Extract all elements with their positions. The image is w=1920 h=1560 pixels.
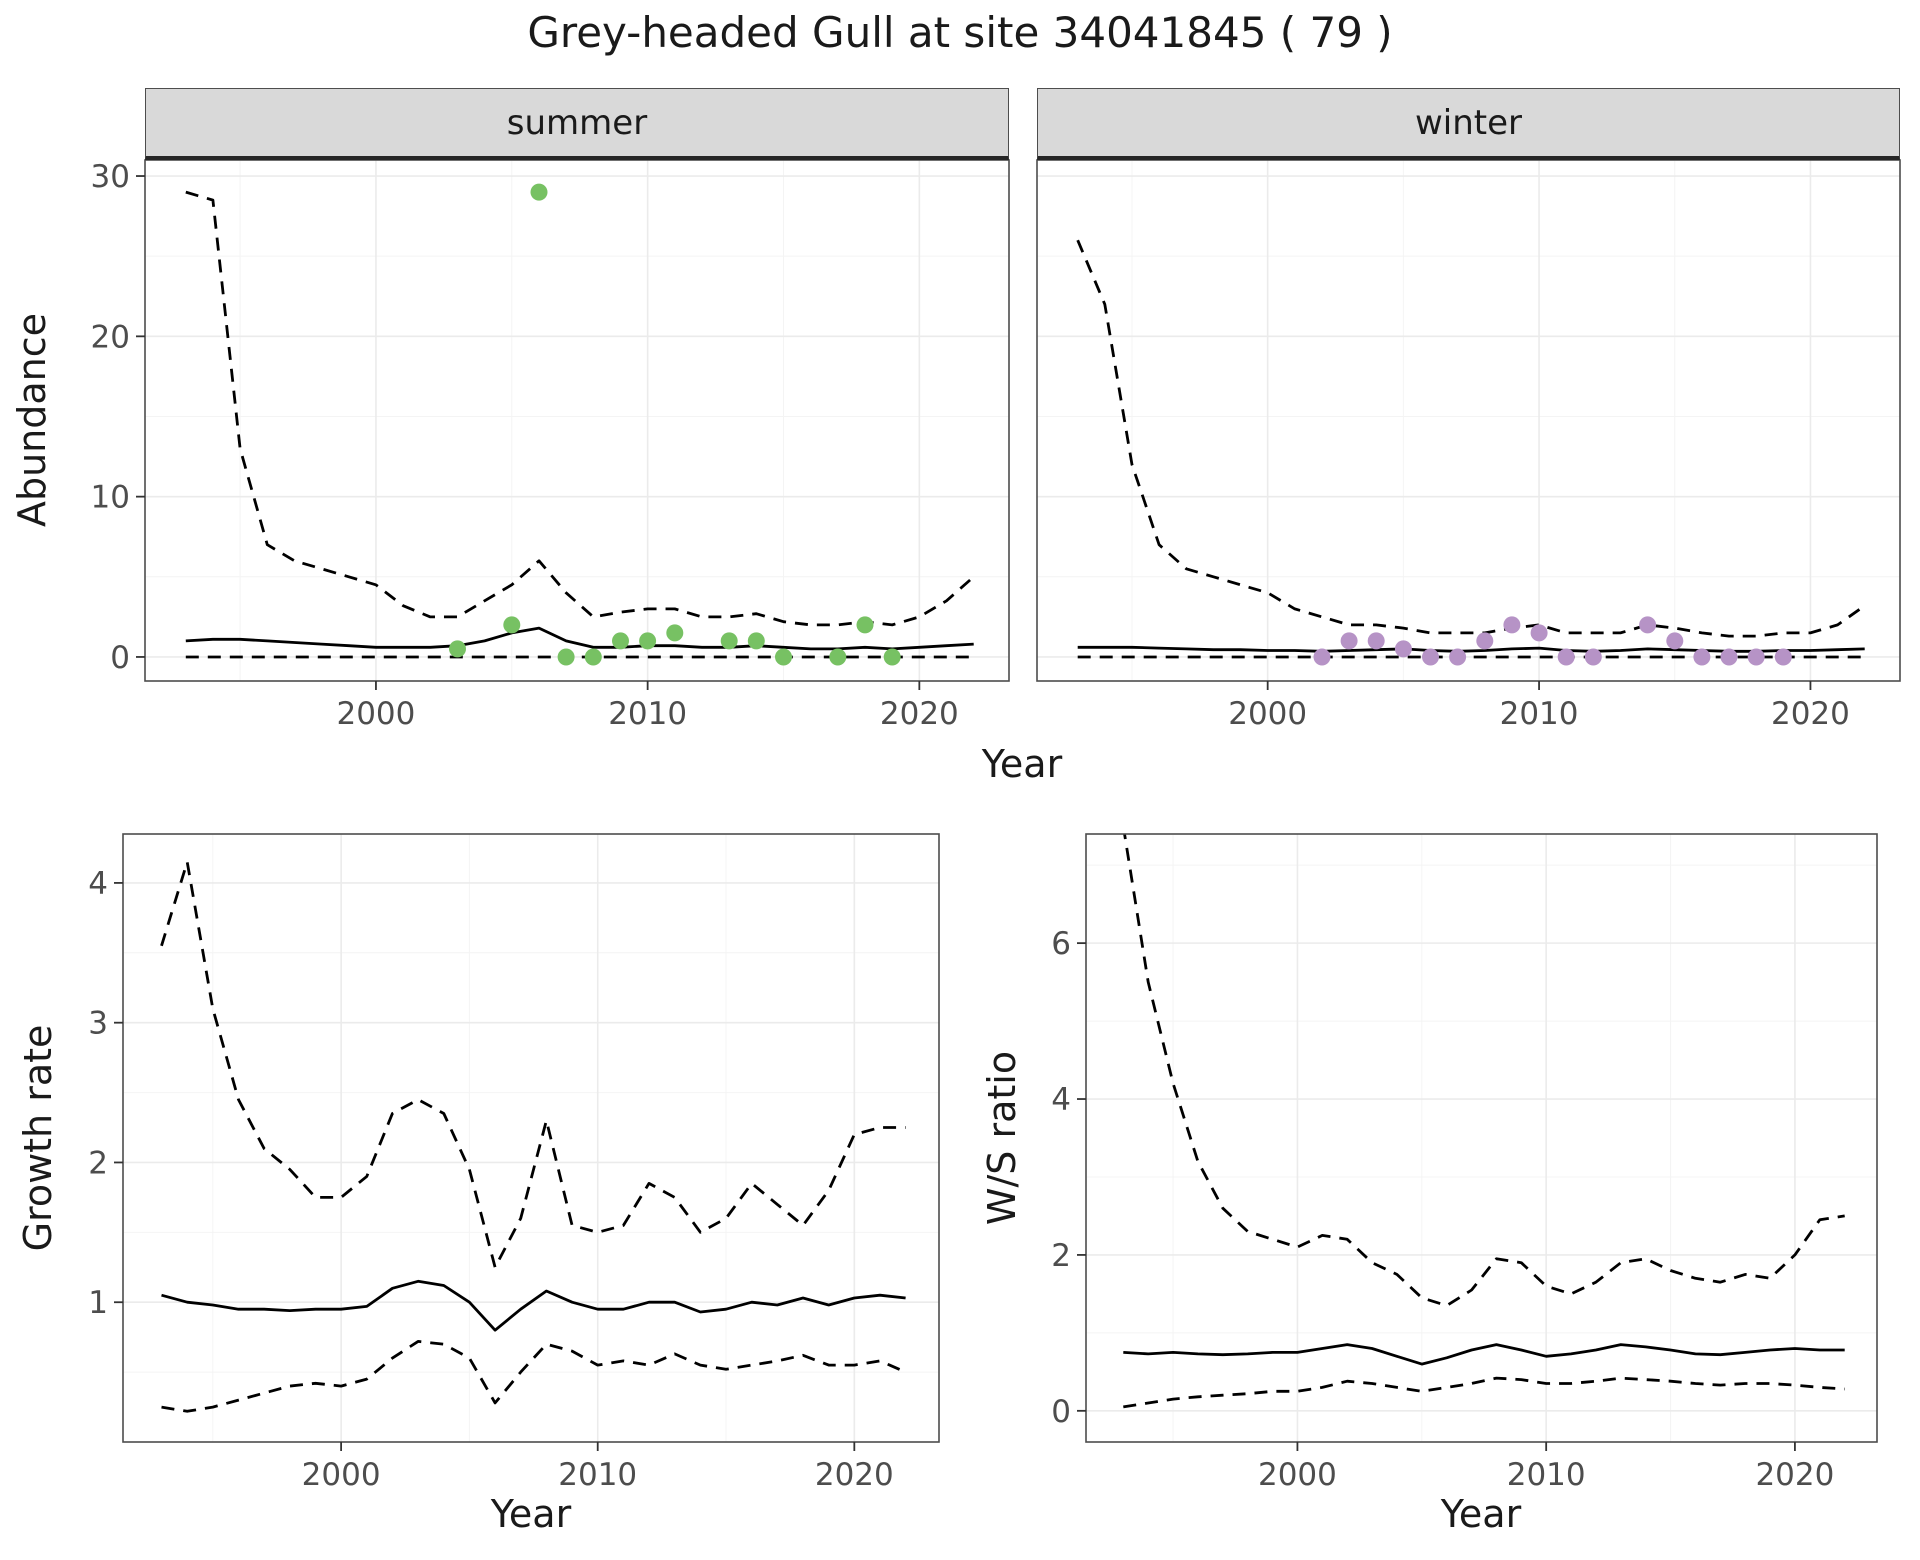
facet-strip-summer: summer (145, 88, 1009, 160)
summer-abundance-observation-point (612, 632, 629, 650)
winter-abundance-observation-point (1503, 616, 1521, 634)
y-tick-label: 30 (91, 159, 130, 195)
summer-abundance-panel-border (144, 159, 1010, 682)
ws-ratio-panel: 2000 2010 2020 0 2 4 6 (1051, 833, 1878, 1493)
y-tick-label: 10 (91, 480, 130, 516)
summer-abundance-observation-point (775, 648, 792, 666)
summer-abundance-observation-point (856, 616, 874, 634)
x-tick-label: 2010 (1507, 1457, 1586, 1493)
facet-strip-winter-label: winter (1414, 102, 1523, 143)
ws-ratio-lower-ci-line (1123, 1376, 1845, 1409)
winter-abundance-observation-point (1584, 648, 1602, 666)
summer-abundance-observation-point (449, 640, 466, 658)
winter-abundance-panel-bg (1037, 160, 1900, 681)
growth-rate-lower-ci-line (161, 1340, 907, 1413)
growth-rate-panel-bg (123, 834, 939, 1442)
winter-abundance-observation-point (1666, 632, 1684, 650)
growth-x-axis-label: Year (490, 1492, 572, 1536)
top-x-axis-label: Year (981, 742, 1063, 786)
summer-abundance-observation-point (747, 632, 765, 650)
x-tick-label: 2000 (336, 696, 415, 732)
x-tick-label: 2020 (1755, 1457, 1834, 1493)
winter-abundance-observation-point (1476, 632, 1494, 650)
x-tick-label: 2000 (1228, 696, 1307, 732)
winter-abundance-data-layer (1076, 239, 1866, 666)
growth-rate-median-line (161, 1279, 906, 1332)
x-tick-label: 2000 (302, 1457, 381, 1493)
growth-rate-data-layer (160, 860, 907, 1413)
winter-abundance-observation-point (1340, 632, 1358, 650)
y-tick-label: 0 (110, 640, 130, 676)
winter-abundance-observation-point (1422, 648, 1439, 666)
winter-abundance-panel: 2000 2010 2020 (1036, 159, 1901, 732)
y-tick-label: 2 (88, 1145, 108, 1181)
x-tick-label: 2020 (880, 696, 959, 732)
ws-ratio-data-layer (1123, 834, 1845, 1409)
y-tick-label: 2 (1051, 1238, 1071, 1274)
summer-abundance-observation-point (557, 648, 575, 666)
figure-title: Grey-headed Gull at site 34041845 ( 79 ) (527, 8, 1393, 57)
x-tick-label: 2020 (1771, 696, 1850, 732)
ws-x-axis-label: Year (1440, 1492, 1522, 1536)
ws-ratio-axis-label: W/S ratio (980, 1050, 1024, 1226)
ws-ratio-panel-border (1085, 833, 1878, 1443)
y-tick-label: 20 (91, 319, 130, 355)
summer-abundance-data-layer (185, 183, 975, 666)
facet-strip-winter: winter (1037, 88, 1900, 160)
x-tick-label: 2010 (1500, 696, 1579, 732)
winter-abundance-observation-point (1720, 648, 1738, 666)
winter-abundance-observation-point (1557, 648, 1575, 666)
winter-abundance-observation-point (1394, 640, 1412, 658)
summer-abundance-panel-bg (145, 160, 1009, 681)
growth-rate-axis-label: Growth rate (16, 1024, 60, 1252)
y-tick-label: 3 (88, 1006, 108, 1042)
winter-abundance-observation-point (1449, 648, 1467, 666)
x-tick-label: 2010 (558, 1457, 637, 1493)
summer-abundance-panel: 2000 2010 2020 0 10 20 30 (91, 159, 1010, 732)
y-tick-label: 1 (88, 1285, 108, 1321)
y-tick-label: 6 (1051, 926, 1071, 962)
summer-abundance-observation-point (530, 183, 548, 201)
summer-abundance-observation-point (584, 648, 602, 666)
x-tick-label: 2000 (1258, 1457, 1337, 1493)
summer-abundance-observation-point (503, 616, 521, 634)
winter-abundance-observation-point (1313, 648, 1331, 666)
y-tick-label: 4 (88, 866, 108, 902)
winter-abundance-observation-point (1774, 648, 1792, 666)
winter-abundance-observation-point (1693, 648, 1711, 666)
winter-abundance-observation-point (1367, 632, 1385, 650)
summer-abundance-observation-point (639, 632, 657, 650)
ws-ratio-median-line (1123, 1343, 1845, 1366)
summer-abundance-observation-point (666, 624, 684, 642)
summer-abundance-observation-point (829, 648, 847, 666)
winter-abundance-upper-ci-line (1076, 239, 1866, 638)
summer-abundance-median-line (185, 626, 974, 651)
winter-abundance-observation-point (1530, 624, 1548, 642)
winter-abundance-observation-point (1639, 616, 1657, 634)
x-tick-label: 2020 (815, 1457, 894, 1493)
y-tick-label: 0 (1051, 1394, 1071, 1430)
facet-strip-summer-label: summer (506, 102, 648, 143)
winter-abundance-observation-point (1747, 648, 1765, 666)
y-tick-label: 4 (1051, 1082, 1071, 1118)
winter-abundance-panel-border (1036, 159, 1901, 682)
growth-rate-panel-border (122, 833, 940, 1443)
summer-abundance-observation-point (720, 632, 738, 650)
summer-abundance-upper-ci-line (185, 190, 975, 627)
ws-ratio-upper-ci-line (1123, 834, 1845, 1307)
abundance-axis-label: Abundance (10, 312, 54, 528)
summer-abundance-observation-point (883, 648, 901, 666)
growth-rate-panel: 2000 2010 2020 1 2 3 4 (88, 833, 940, 1493)
x-tick-label: 2010 (608, 696, 687, 732)
growth-rate-upper-ci-line (160, 860, 906, 1269)
ws-ratio-panel-bg (1086, 834, 1877, 1442)
